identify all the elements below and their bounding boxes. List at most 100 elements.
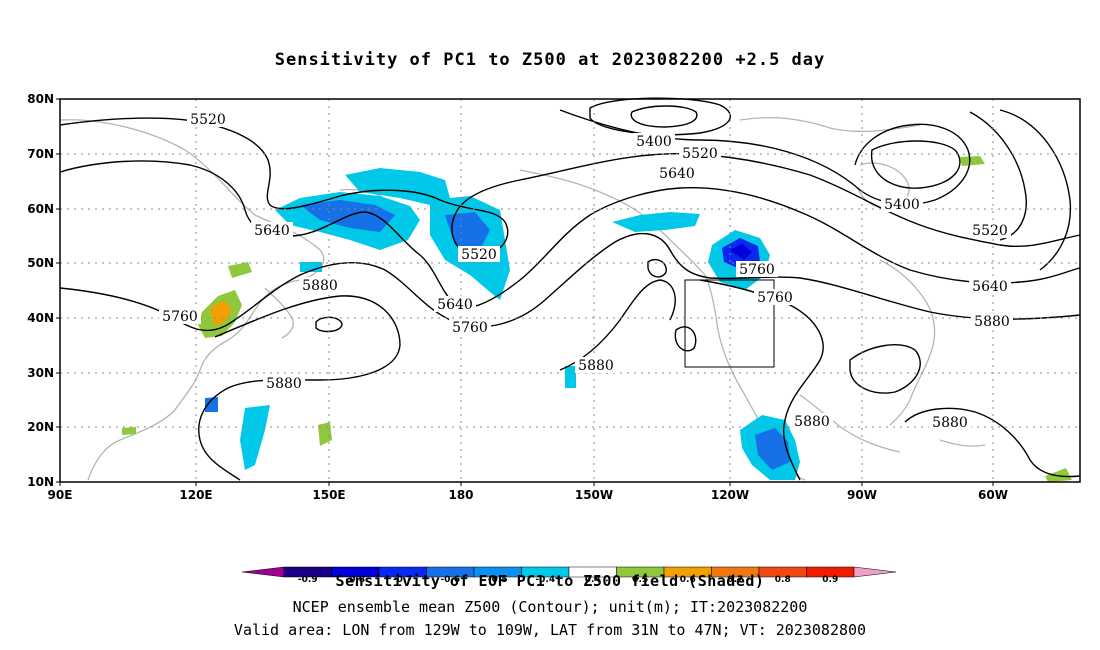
contour-label: 5880 xyxy=(932,415,968,431)
blob-small-3 xyxy=(300,262,322,272)
contour-5520-east xyxy=(969,111,1027,241)
contour-label-bg xyxy=(679,145,721,161)
contour-label-bg xyxy=(791,413,833,429)
coastline-alaska xyxy=(519,169,706,276)
lon-label: 150E xyxy=(312,488,345,502)
contour-label-bg xyxy=(633,133,675,149)
lat-label: 40N xyxy=(27,311,54,325)
blob-west-coast-core2 xyxy=(730,244,752,260)
caption-contour: NCEP ensemble mean Z500 (Contour); unit(… xyxy=(292,598,808,616)
contour-label-bg xyxy=(969,278,1011,294)
lon-label: 90W xyxy=(847,488,877,502)
contour-label-bg xyxy=(881,196,923,212)
contour-label: 5760 xyxy=(739,262,775,278)
colorbar-label: 0.9 xyxy=(822,575,838,585)
contour-label-bg xyxy=(449,319,491,335)
blob-nw-pacific-2 xyxy=(345,168,450,205)
contour-5640-east xyxy=(999,109,1072,271)
colorbar-label: -0.7 xyxy=(393,575,413,585)
contour-label: 5520 xyxy=(190,112,226,128)
contour-5880-a xyxy=(198,295,401,481)
coastline-caribbean xyxy=(939,439,986,447)
blob-green-2 xyxy=(228,262,252,278)
contour-label-bg xyxy=(187,111,229,127)
map-frame xyxy=(59,98,1081,483)
coastline-asia xyxy=(59,119,325,481)
colorbar-label: -0.9 xyxy=(298,575,318,585)
lat-label: 20N xyxy=(27,420,54,434)
contour-label-bg xyxy=(299,277,341,293)
contour-label: 5760 xyxy=(452,320,488,336)
colorbar-label: -0.5 xyxy=(488,575,508,585)
contour-5880-b xyxy=(559,279,676,371)
contour-5400-north xyxy=(589,97,732,136)
blob-green-6 xyxy=(1045,468,1072,482)
contour-label: 5880 xyxy=(578,358,614,374)
lon-label: 120W xyxy=(711,488,749,502)
contour-label-bg xyxy=(736,261,778,277)
contour-label: 5760 xyxy=(162,309,198,325)
lon-label: 180 xyxy=(448,488,473,502)
caption-valid-area: Valid area: LON from 129W to 109W, LAT f… xyxy=(233,621,867,639)
contour-small-loop2 xyxy=(674,326,697,352)
latitude-axis: 80N 70N 60N 50N 40N 30N 20N 10N xyxy=(27,92,60,489)
lat-label: 70N xyxy=(27,147,54,161)
lon-label: 90E xyxy=(48,488,73,502)
contour-label: 5880 xyxy=(266,376,302,392)
contour-label: 5880 xyxy=(794,414,830,430)
blob-gulf-alaska xyxy=(612,212,700,232)
contour-5880-e xyxy=(904,407,1081,478)
contour-label: 5520 xyxy=(972,223,1008,239)
lat-label: 80N xyxy=(27,92,54,106)
contour-label: 5520 xyxy=(461,247,497,263)
contour-label-bg xyxy=(159,308,201,324)
z500-contours xyxy=(59,97,1081,481)
colorbar-label: -0.8 xyxy=(345,575,365,585)
contour-label: 5880 xyxy=(302,278,338,294)
contour-label: 5640 xyxy=(254,223,290,239)
contour-label-bg xyxy=(575,357,617,373)
contour-label-bg xyxy=(458,246,500,262)
blob-green-5 xyxy=(122,427,136,435)
coastline-mexico xyxy=(799,394,901,453)
blob-mexico-core xyxy=(755,428,790,470)
coastline-namerica-east xyxy=(879,259,936,426)
contour-label: 5640 xyxy=(972,279,1008,295)
contour-label: 5400 xyxy=(884,197,920,213)
contour-label-bg xyxy=(263,375,305,391)
colorbar-label: 0.4 xyxy=(585,575,601,585)
contour-label-bg xyxy=(754,289,796,305)
blob-philippine xyxy=(240,405,270,470)
lon-label: 120E xyxy=(179,488,212,502)
colorbar: -0.9 -0.8 -0.7 -0.6 -0.5 -0.4 0.4 0.5 0.6 0.7 0.8 0… xyxy=(241,566,897,585)
contour-label-bg xyxy=(434,296,476,312)
contour-label: 5400 xyxy=(636,134,672,150)
contour-5400-band xyxy=(559,109,971,205)
colorbar-label: -0.6 xyxy=(440,575,460,585)
contour-labels: 5520 5400 5520 5640 5400 5520 5640 5520 5760 5880… xyxy=(159,111,1013,431)
lat-label: 60N xyxy=(27,202,54,216)
contour-small-loop xyxy=(315,316,343,333)
contour-label-bg xyxy=(929,414,971,430)
lon-label: 150W xyxy=(575,488,613,502)
colorbar-label: 0.7 xyxy=(727,575,743,585)
contour-label: 5640 xyxy=(437,297,473,313)
colorbar-label: -0.4 xyxy=(535,575,555,585)
contour-label-bg xyxy=(969,222,1011,238)
lat-label: 30N xyxy=(27,366,54,380)
coastline-arctic xyxy=(739,116,921,133)
contour-5760-a xyxy=(59,232,1081,332)
caption-shading: Sensitivity of EOF PC1 to Z500 field (Sh… xyxy=(335,572,765,590)
contour-label-bg xyxy=(251,222,293,238)
contour-5400-inner xyxy=(630,105,698,128)
colorbar-arrow-right xyxy=(853,566,897,578)
blob-green-4 xyxy=(960,156,985,166)
contour-small-loop3 xyxy=(647,258,667,278)
contour-label: 5520 xyxy=(682,146,718,162)
contour-label-bg xyxy=(971,313,1013,329)
blob-small-1 xyxy=(205,397,218,412)
contour-5880-d xyxy=(849,344,921,394)
contour-label: 5640 xyxy=(659,166,695,182)
contour-label: 5760 xyxy=(757,290,793,306)
